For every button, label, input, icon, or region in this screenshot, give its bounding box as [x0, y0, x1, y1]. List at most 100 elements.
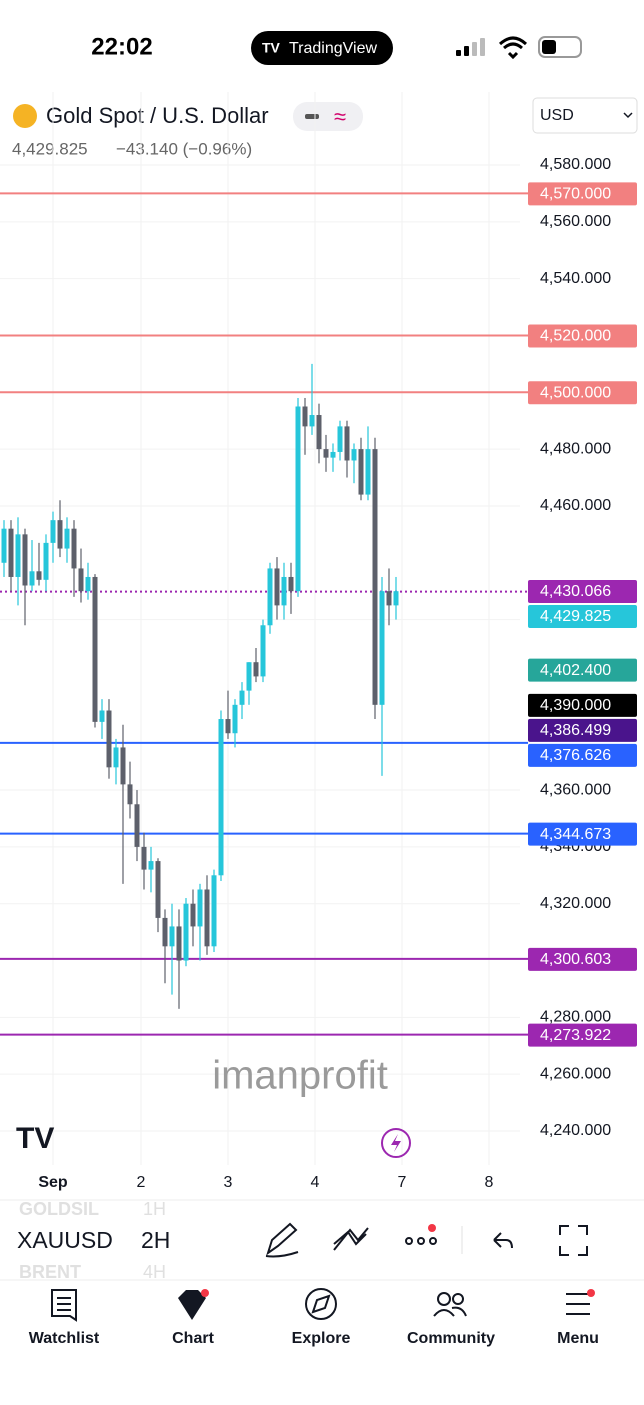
price-label [528, 604, 637, 628]
battery [538, 36, 582, 58]
candle-body [246, 662, 252, 691]
x-tick-label: 3 [224, 1174, 233, 1191]
watchlist-icon [51, 1289, 77, 1322]
candle-body [260, 625, 266, 677]
candle-body [85, 576, 91, 592]
candle-body [64, 528, 70, 549]
y-tick-label: 4,320.000 [540, 895, 611, 912]
interval-next[interactable]: 4H [143, 1262, 166, 1282]
candle-body [78, 568, 84, 592]
candle-body [225, 719, 231, 734]
symbol-current[interactable]: XAUUSD [17, 1227, 113, 1253]
currency: USD [540, 107, 574, 124]
price-label [528, 743, 637, 767]
currency-select[interactable] [532, 97, 638, 134]
candle-body [351, 449, 357, 461]
compass [311, 1294, 331, 1314]
fullscreen[interactable] [559, 1225, 588, 1256]
nav-explore[interactable]: Explore [292, 1330, 351, 1347]
status-pill [293, 102, 363, 131]
candle-body [155, 861, 161, 918]
battery-level [542, 40, 556, 54]
x-tick-label: Sep [38, 1174, 68, 1191]
x-tick-label: 8 [485, 1174, 494, 1191]
price-label [528, 718, 637, 742]
price-label [528, 381, 637, 405]
nav-chart[interactable]: Chart [172, 1330, 214, 1347]
y-tick-label: 4,240.000 [540, 1122, 611, 1139]
nav-menu[interactable]: Menu [557, 1330, 599, 1347]
price-label-text: 4,430.066 [540, 583, 611, 600]
candle-body [372, 449, 378, 705]
candle-body [288, 576, 294, 592]
y-tick-label: 4,360.000 [540, 781, 611, 798]
replay-icon[interactable] [381, 1128, 411, 1158]
candle-body [309, 415, 315, 427]
candle-body [113, 747, 119, 768]
y-tick-label: 4,560.000 [540, 213, 611, 230]
delayed-icon: ≈ [334, 104, 346, 129]
draw-tool[interactable] [265, 1222, 299, 1258]
candle-body [379, 591, 385, 705]
x-tick-label: 2 [137, 1174, 146, 1191]
candle-body [1, 528, 7, 563]
candle-body [99, 710, 105, 722]
price-change: −43.140 (−0.96%) [116, 139, 252, 158]
y-tick-label: 4,540.000 [540, 270, 611, 287]
community-icon [433, 1292, 467, 1317]
candle-body [134, 804, 140, 847]
undo[interactable] [493, 1232, 513, 1249]
candle-body [316, 415, 322, 450]
badge [587, 1289, 595, 1297]
candle-body [197, 889, 203, 927]
candle-body [302, 406, 308, 427]
candle-body [211, 875, 217, 947]
price-label-text: 4,570.000 [540, 186, 611, 203]
candle-body [50, 520, 56, 543]
price-label-text: 4,390.000 [540, 697, 611, 714]
candle-body [274, 568, 280, 606]
market-closed [305, 114, 319, 119]
candle-body [337, 426, 343, 452]
candle-body [218, 719, 224, 876]
candle-body [162, 917, 168, 947]
symbol-prev[interactable]: GOLDSIL [19, 1199, 99, 1219]
signal [456, 38, 485, 56]
candle-body [239, 690, 245, 705]
last-price: 4,429.825 [12, 139, 88, 158]
menu-icon [566, 1293, 590, 1315]
price-label-text: 4,500.000 [540, 385, 611, 402]
price-label [528, 1023, 637, 1047]
candle-body [365, 449, 371, 495]
price-label [528, 693, 637, 717]
chart-icon [178, 1290, 206, 1320]
price-label [528, 658, 637, 682]
nav-watchlist[interactable]: Watchlist [29, 1330, 100, 1347]
candle-body [57, 520, 63, 549]
x-tick-label: 7 [398, 1174, 407, 1191]
trend-tool[interactable] [333, 1227, 369, 1251]
explore-icon [305, 1288, 337, 1320]
candle-body [169, 926, 175, 947]
y-tick-label: 4,460.000 [540, 497, 611, 514]
candle-body [323, 449, 329, 458]
symbol-next[interactable]: BRENT [19, 1262, 81, 1282]
candle-body [281, 576, 287, 606]
price-label-text: 4,344.673 [540, 826, 611, 843]
tv-logo: T⁠V [262, 40, 281, 56]
app-pill [251, 31, 393, 65]
badge [201, 1289, 209, 1297]
candle-body [344, 426, 350, 461]
price-label [528, 182, 637, 206]
more-tools[interactable] [405, 1237, 437, 1245]
y-tick-label: 4,260.000 [540, 1065, 611, 1082]
nav-community[interactable]: Community [407, 1330, 495, 1347]
price-label-text: 4,300.603 [540, 951, 611, 968]
interval-current[interactable]: 2H [141, 1227, 170, 1253]
candle-body [29, 571, 35, 586]
clock: 22:02 [91, 33, 152, 60]
chevron [623, 112, 633, 119]
candle-body [204, 889, 210, 947]
interval-prev[interactable]: 1H [143, 1199, 166, 1219]
